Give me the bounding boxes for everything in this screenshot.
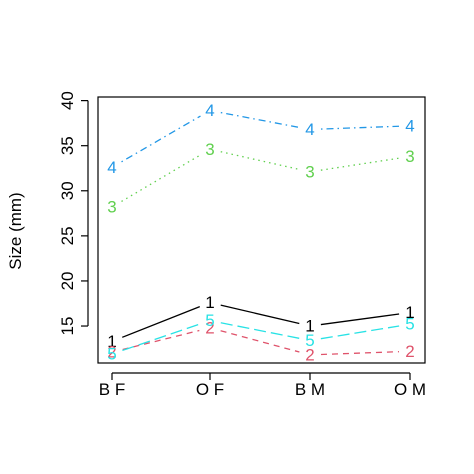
data-point-label: 1	[107, 332, 116, 351]
data-point-label: 5	[205, 311, 214, 330]
data-point-label: 4	[405, 116, 414, 135]
x-tick-label: B M	[295, 380, 325, 399]
series-line-segment	[220, 330, 300, 353]
data-point-label: 5	[305, 331, 314, 350]
series-line-segment	[320, 157, 400, 171]
series-line-segment	[320, 325, 400, 340]
data-point-label: 4	[205, 101, 214, 120]
series-line-segment	[320, 351, 400, 356]
data-point-label: 2	[405, 342, 414, 361]
data-point-label: 2	[305, 345, 314, 364]
series-line-segment	[220, 304, 300, 325]
data-point-label: 3	[205, 140, 214, 159]
series-3: 3 3 3 3	[107, 140, 414, 217]
x-tick-label: O M	[394, 380, 426, 399]
data-point-label: 3	[107, 198, 116, 217]
series-line-segment	[121, 306, 201, 338]
data-point-label: 2	[107, 343, 116, 362]
data-point-label: 5	[107, 344, 116, 363]
data-point-label: 5	[405, 315, 414, 334]
data-point-label: 1	[205, 293, 214, 312]
series-line-segment	[220, 151, 300, 171]
data-point-label: 4	[305, 120, 314, 139]
y-tick-label: 30	[58, 181, 77, 200]
data-point-label: 4	[107, 158, 116, 177]
data-point-label: 1	[305, 317, 314, 336]
series-line-segment	[320, 125, 400, 130]
series-line-segment	[122, 329, 200, 351]
y-tick-label: 40	[58, 91, 77, 110]
series-line-segment	[121, 154, 201, 202]
x-tick-label: O F	[196, 380, 224, 399]
x-tick-label: B F	[99, 380, 125, 399]
series-5: 5 5 5 5	[107, 311, 414, 363]
series-1: 1 1 1 1	[107, 293, 414, 351]
series-2: 2 2 2 2	[107, 318, 414, 364]
series-4: 4 4 4 4	[107, 101, 414, 177]
series-line-segment	[220, 322, 300, 339]
series-line-segment	[220, 111, 300, 129]
series-line-segment	[320, 313, 400, 326]
y-tick-label: 35	[58, 136, 77, 155]
y-axis-label: Size (mm)	[6, 192, 25, 269]
y-tick-label: 15	[58, 317, 77, 336]
y-tick-label: 20	[58, 271, 77, 290]
data-point-label: 3	[405, 147, 414, 166]
series-line-segment	[122, 323, 200, 352]
plot-frame	[97, 96, 426, 364]
data-point-label: 1	[405, 303, 414, 322]
series-line-segment	[121, 115, 201, 163]
y-axis: 15 20 25 30 35 40	[58, 91, 89, 336]
y-tick-label: 25	[58, 226, 77, 245]
data-point-label: 2	[205, 318, 214, 337]
data-point-label: 3	[305, 162, 314, 181]
